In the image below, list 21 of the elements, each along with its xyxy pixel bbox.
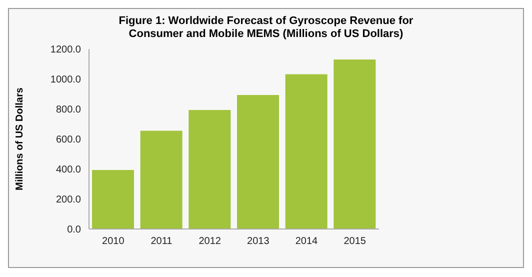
bar (188, 110, 231, 229)
x-tick-label: 2015 (344, 236, 366, 248)
y-tick-label: 400.0 (56, 164, 82, 176)
y-tick-label: 1000.0 (50, 74, 82, 86)
y-tick-label: 1200.0 (50, 44, 82, 56)
x-tick-label: 2012 (198, 236, 222, 248)
x-tick-label: 2010 (102, 236, 125, 248)
y-tick-label: 0.0 (67, 224, 82, 236)
y-tick-label: 600.0 (56, 134, 82, 146)
bar (285, 74, 328, 229)
y-axis-title: Millions of US Dollars (14, 87, 26, 190)
x-tick-label: 2013 (247, 236, 270, 248)
bar (237, 95, 279, 229)
y-tick-label: 200.0 (56, 194, 82, 206)
bar (140, 130, 182, 229)
bar (92, 170, 134, 229)
y-tick-label: 800.0 (56, 104, 82, 116)
x-tick-label: 2011 (150, 236, 173, 248)
x-tick-label: 2014 (295, 236, 318, 248)
chart-title: Figure 1: Worldwide Forecast of Gyroscope Revenue for Consumer and Mobile MEMS (Millions of US Dollars) (118, 14, 414, 41)
bar (334, 60, 376, 229)
